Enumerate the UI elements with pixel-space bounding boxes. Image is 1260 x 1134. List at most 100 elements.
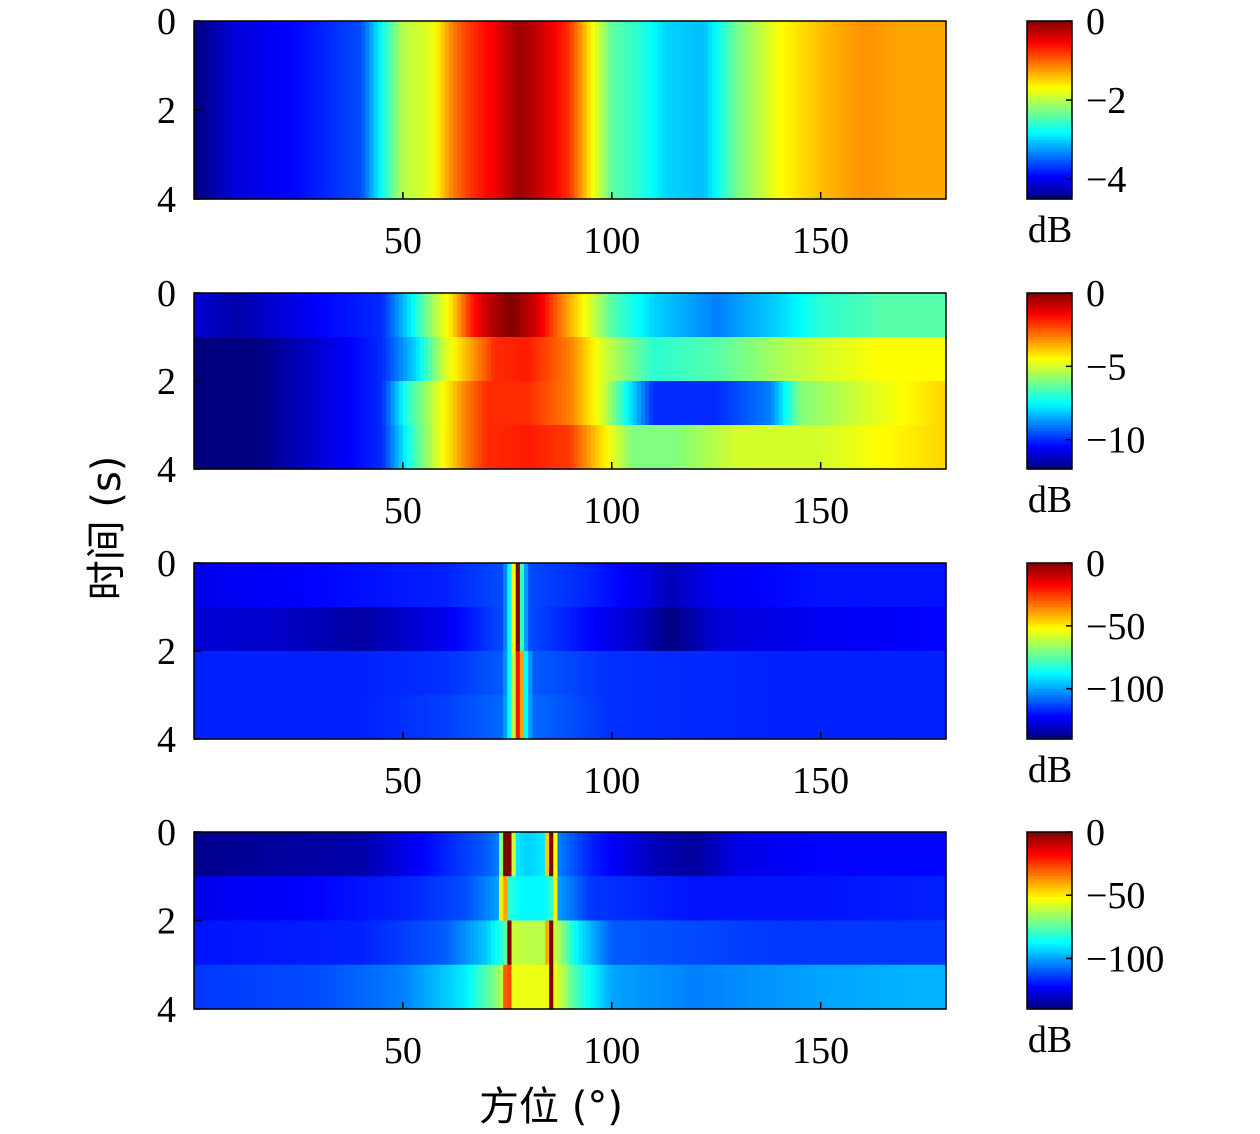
heatmap-cell — [720, 425, 726, 470]
heatmap-cell — [214, 563, 220, 608]
heatmap-cell — [887, 563, 893, 608]
heatmap-cell — [436, 110, 442, 156]
heatmap-cell — [670, 381, 676, 426]
heatmap-cell — [390, 607, 396, 652]
heatmap-cell — [369, 110, 375, 156]
y-tick-label: 0 — [157, 273, 176, 315]
heatmap-cell — [461, 337, 467, 382]
heatmap-cell — [290, 65, 295, 111]
heatmap-cell — [427, 293, 433, 338]
heatmap-cell — [553, 293, 559, 338]
heatmap-cell — [273, 110, 279, 156]
heatmap-cell — [758, 832, 763, 877]
heatmap-cell — [590, 65, 596, 111]
heatmap-cell — [239, 920, 245, 966]
heatmap-cell — [519, 337, 525, 382]
heatmap-cell — [887, 695, 893, 740]
heatmap-cell — [691, 65, 696, 111]
heatmap-cell — [866, 563, 872, 608]
heatmap-cell — [528, 695, 533, 740]
heatmap-cell — [248, 65, 254, 111]
heatmap-cell — [858, 337, 864, 382]
colorbar-unit-label: dB — [1028, 749, 1072, 791]
heatmap-cell — [557, 21, 563, 67]
heatmap-cell — [707, 110, 713, 156]
heatmap-cell — [803, 381, 809, 426]
heatmap-cell — [837, 425, 843, 470]
heatmap-cell — [536, 964, 542, 1010]
heatmap-cell — [202, 65, 208, 111]
heatmap-cell — [745, 154, 751, 200]
heatmap-cell — [465, 607, 471, 652]
heatmap-cell — [340, 110, 345, 156]
heatmap-cell — [758, 21, 763, 67]
heatmap-cell — [277, 651, 283, 696]
heatmap-cell — [858, 920, 864, 966]
heatmap-cell — [599, 607, 605, 652]
heatmap-cell — [244, 154, 249, 200]
colorbar-cell — [1027, 430, 1072, 435]
heatmap-cell — [862, 154, 868, 200]
heatmap-cell — [829, 110, 834, 156]
heatmap-cell — [686, 563, 692, 608]
heatmap-cell — [469, 381, 475, 426]
heatmap-cell — [461, 110, 467, 156]
heatmap-cell — [916, 651, 922, 696]
heatmap-cell — [285, 563, 291, 608]
heatmap-cell — [703, 563, 709, 608]
heatmap-cell — [235, 110, 241, 156]
heatmap-cell — [285, 425, 291, 470]
heatmap-cell — [473, 964, 479, 1010]
heatmap-cell — [473, 110, 479, 156]
heatmap-cell — [812, 964, 818, 1010]
colorbar-cell — [1027, 124, 1072, 129]
heatmap-cell — [937, 607, 943, 652]
heatmap-cell — [732, 651, 738, 696]
heatmap-cell — [887, 110, 893, 156]
colorbar-cell — [1027, 604, 1072, 608]
heatmap-cell — [724, 832, 730, 877]
heatmap-cell — [206, 832, 212, 877]
heatmap-cell — [285, 293, 291, 338]
heatmap-cell — [686, 154, 692, 200]
heatmap-cell — [432, 607, 437, 652]
heatmap-cell — [649, 651, 655, 696]
heatmap-cell — [223, 651, 229, 696]
heatmap-cell — [862, 293, 868, 338]
heatmap-cell — [377, 920, 383, 966]
colorbar-cell — [1027, 181, 1072, 185]
heatmap-cell — [457, 293, 462, 338]
heatmap-cell — [712, 110, 717, 156]
colorbar-cell — [1027, 172, 1072, 176]
colorbar-cell — [1027, 334, 1072, 338]
heatmap-cell — [607, 964, 613, 1010]
heatmap-cell — [737, 154, 742, 200]
heatmap-cell — [774, 876, 780, 922]
heatmap-cell — [540, 832, 546, 877]
heatmap-cell — [235, 563, 241, 608]
heatmap-cell — [686, 381, 692, 426]
heatmap-cell — [862, 964, 868, 1010]
colorbar-cell — [1027, 127, 1072, 132]
heatmap-cell — [636, 607, 642, 652]
heatmap-cell — [214, 154, 220, 200]
colorbar-cell — [1027, 950, 1072, 954]
colorbar-frame — [1026, 292, 1073, 470]
heatmap-cell — [252, 920, 258, 966]
heatmap-cell — [440, 607, 446, 652]
heatmap-cell — [248, 337, 254, 382]
heatmap-cell — [649, 65, 655, 111]
heatmap-cell — [712, 337, 717, 382]
heatmap-cell — [674, 563, 680, 608]
heatmap-cell — [340, 21, 345, 67]
heatmap-cell — [570, 337, 575, 382]
heatmap-cell — [365, 964, 371, 1010]
heatmap-cell — [498, 920, 504, 966]
heatmap-cell — [239, 563, 245, 608]
heatmap-cell — [887, 293, 893, 338]
heatmap-cell — [348, 920, 354, 966]
heatmap-cell — [732, 337, 738, 382]
heatmap-cell — [519, 65, 525, 111]
heatmap-cell — [783, 695, 788, 740]
heatmap-cell — [666, 920, 671, 966]
